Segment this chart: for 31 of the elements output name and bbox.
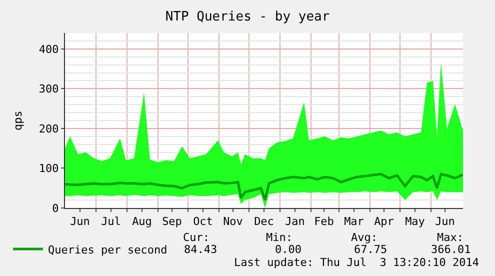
y-tick-label: 400 (38, 42, 59, 56)
text: 67.75 (354, 243, 388, 256)
x-tick-label: Oct (193, 215, 213, 228)
x-tick-label: Sep (162, 215, 182, 228)
chart-title: NTP Queries - by year (165, 10, 330, 25)
x-tick-label: Jun (435, 215, 455, 228)
x-tick-label: Apr (374, 215, 394, 228)
x-tick-label: Jan (285, 215, 305, 228)
x-tick-label: Mar (344, 215, 364, 228)
y-tick-label: 200 (38, 122, 59, 136)
text: 0.00 (275, 243, 302, 256)
legend-label: Queries per second (48, 243, 168, 256)
x-tick-label: May (405, 215, 426, 228)
x-tick-label: Nov (223, 215, 244, 228)
text: Cur: (183, 231, 210, 244)
x-tick-label: Feb (314, 215, 334, 228)
y-tick-label: 300 (38, 82, 59, 96)
x-tick-label: Jul (101, 215, 121, 228)
x-tick-label: Aug (132, 215, 152, 228)
text: 84.43 (184, 243, 218, 256)
text: Last update: Thu Jul 3 13:20:10 2014 (234, 256, 480, 269)
x-tick-label: Dec (254, 215, 274, 228)
line-series (65, 172, 463, 202)
y-tick-label: 0 (52, 202, 59, 215)
y-tick-label: 100 (38, 162, 59, 176)
y-axis-title: qps (12, 110, 25, 130)
text: Max: (437, 231, 464, 244)
text: Avg: (351, 231, 378, 244)
x-tick-label: Jun (70, 215, 90, 228)
text: 366.01 (431, 243, 471, 256)
text: Min: (266, 231, 292, 244)
